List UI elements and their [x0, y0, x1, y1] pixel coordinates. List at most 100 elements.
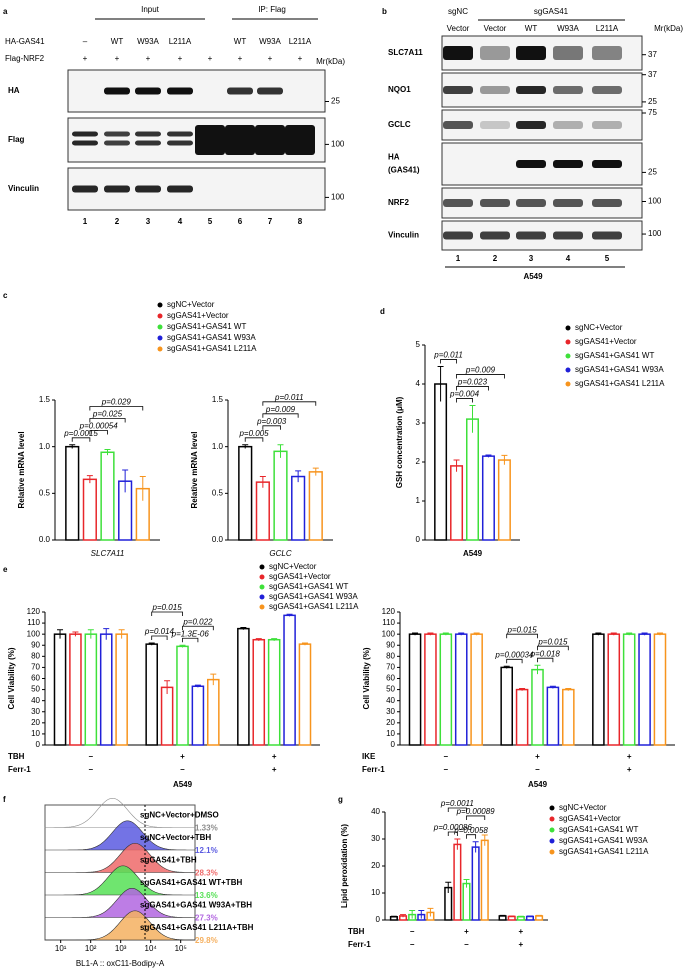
legend-swatch	[259, 574, 265, 580]
sample-label: sgNC+Vector+DMSO	[140, 811, 219, 820]
error-bar	[469, 404, 476, 433]
error-bar	[427, 907, 434, 917]
treatment-value: +	[298, 54, 303, 63]
legend-swatch	[565, 339, 571, 345]
band	[135, 131, 161, 137]
treatment-value: +	[83, 54, 88, 63]
y-tick-label: 20	[371, 861, 380, 870]
bar	[498, 915, 507, 921]
bar	[454, 633, 468, 746]
sample-label: sgGAS41+GAS41 L211A+TBH	[140, 923, 254, 932]
bar	[115, 633, 128, 746]
significance-bracket	[456, 398, 473, 403]
lane-number: 1	[83, 217, 88, 226]
p-value: p=0.011	[274, 393, 304, 402]
treatment-value: L211A	[169, 37, 192, 46]
legend-swatch	[157, 302, 163, 308]
band	[480, 231, 510, 240]
y-tick-label: 1	[416, 496, 421, 505]
band	[225, 125, 255, 155]
band	[104, 185, 130, 193]
bar	[546, 686, 560, 746]
y-tick-label: 50	[31, 685, 40, 694]
condition-value: +	[464, 927, 469, 936]
band	[516, 199, 546, 207]
bar	[255, 481, 270, 541]
sample-label: sgGAS41+TBH	[140, 856, 197, 865]
y-axis-label: Cell Viability (%)	[7, 647, 16, 709]
y-tick-label: 100	[27, 629, 41, 638]
band	[516, 121, 546, 129]
percent-label: 13.6%	[195, 891, 218, 900]
condition-name: Ferr-1	[362, 765, 385, 774]
y-axis-label: GSH concentration (μM)	[395, 396, 404, 488]
bar	[408, 633, 422, 746]
y-tick-label: 0	[416, 535, 421, 544]
sample-label: sgGAS41+GAS41 WT+TBH	[140, 878, 242, 887]
bar	[515, 688, 529, 746]
significance-bracket	[447, 831, 458, 836]
legend-label: sgGAS41+GAS41 W93A	[167, 333, 256, 342]
bar	[466, 418, 479, 541]
bar	[252, 638, 266, 746]
condition-value: –	[89, 752, 94, 761]
error-bar	[277, 444, 284, 458]
condition-name: Ferr-1	[348, 940, 371, 949]
histogram-curve	[44, 797, 195, 828]
legend-swatch	[549, 816, 555, 822]
band	[227, 87, 253, 95]
y-tick-label: 20	[386, 718, 395, 727]
lane-number: 3	[146, 217, 151, 226]
legend-swatch	[565, 367, 571, 373]
y-axis-label: Lipid peroxidation (%)	[340, 824, 349, 908]
error-bar	[517, 915, 524, 918]
group-header: sgGAS41	[534, 7, 569, 16]
p-value: p=0.00054	[79, 422, 119, 431]
error-bar	[472, 841, 479, 853]
treatment-name: Flag-NRF2	[5, 54, 45, 63]
x-axis-label: SLC7A11	[91, 549, 125, 558]
treatment-value: +	[208, 54, 213, 63]
band	[592, 199, 622, 207]
significance-bracket	[182, 625, 214, 631]
bar	[99, 633, 113, 746]
bar	[65, 445, 80, 541]
band	[592, 86, 622, 94]
x-axis-label: GCLC	[269, 549, 291, 558]
marker-label: 25	[648, 97, 657, 106]
error-bar	[481, 834, 488, 846]
y-tick-label: 1.5	[212, 395, 224, 404]
y-tick-label: 0	[391, 740, 396, 749]
band	[553, 160, 583, 168]
treatment-value: +	[178, 54, 183, 63]
row-label: HA	[8, 86, 20, 95]
bar	[497, 459, 511, 541]
y-tick-label: 10	[386, 729, 395, 738]
lane-number: 4	[566, 254, 571, 263]
condition-value: –	[410, 940, 415, 949]
band	[167, 131, 193, 137]
p-value: p=0.0058	[453, 826, 488, 835]
treatment-value: –	[83, 37, 88, 46]
histogram-curve	[45, 888, 196, 918]
panel-label: a	[3, 7, 8, 16]
band	[257, 87, 283, 95]
bar	[470, 633, 483, 746]
treatment-value: +	[238, 54, 243, 63]
condition-value: +	[518, 927, 523, 936]
p-value: p=0.015	[507, 625, 538, 634]
y-tick-label: 100	[382, 629, 396, 638]
p-value: p=0.015	[537, 637, 568, 646]
band	[592, 231, 622, 240]
error-bar	[400, 914, 407, 918]
x-tick-label: 10¹	[55, 944, 67, 953]
legend-swatch	[259, 604, 265, 610]
error-bar	[259, 476, 266, 488]
error-bar	[179, 644, 186, 648]
bar	[450, 465, 464, 541]
y-tick-label: 70	[31, 663, 40, 672]
error-bar	[656, 632, 663, 636]
lane-label: Vector	[484, 24, 507, 33]
bar	[535, 915, 544, 921]
legend-swatch	[157, 313, 163, 319]
